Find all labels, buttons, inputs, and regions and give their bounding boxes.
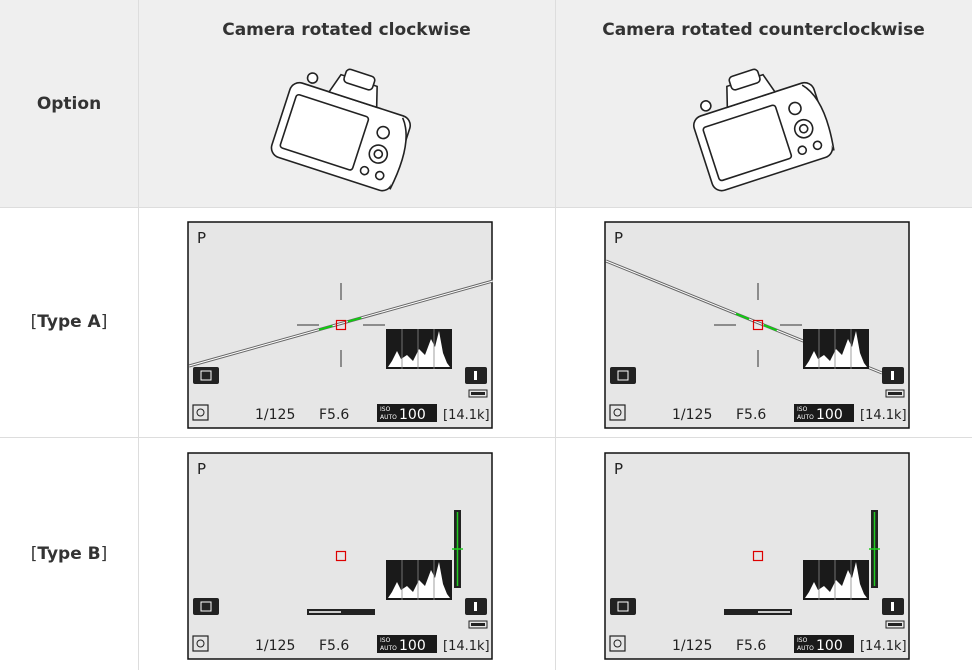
battery-level xyxy=(471,392,485,395)
camera-illustration xyxy=(692,68,835,192)
focus-point xyxy=(335,319,347,331)
histogram-curve xyxy=(388,562,450,598)
i-glyph xyxy=(891,602,894,611)
option-label: [Type A] xyxy=(0,207,138,437)
battery xyxy=(468,620,488,629)
bracket: ] xyxy=(100,543,108,564)
i-glyph xyxy=(474,371,477,380)
battery-level xyxy=(471,623,485,626)
battery xyxy=(885,620,905,629)
iso-bottom: AUTO xyxy=(380,645,397,652)
histogram-curve xyxy=(805,562,867,598)
mode: P xyxy=(197,229,206,247)
metering-icon xyxy=(609,635,626,652)
iso-top: ISO xyxy=(797,406,808,413)
focus-point xyxy=(752,319,764,331)
remaining-shots: [14.1k] xyxy=(860,408,907,423)
battery xyxy=(885,389,905,398)
iso-top: ISO xyxy=(797,637,808,644)
horizon-center xyxy=(735,312,781,333)
screen-bg xyxy=(604,221,910,429)
histogram-curve xyxy=(388,331,450,367)
touch-shoot-icon xyxy=(610,598,636,615)
shutter-speed: 1/125 xyxy=(255,407,295,423)
row-divider xyxy=(0,207,972,208)
bracket: [ xyxy=(30,312,38,332)
battery xyxy=(468,389,488,398)
i-glyph xyxy=(891,371,894,380)
screen-bg xyxy=(604,452,910,660)
column-header: Camera rotated counterclockwise xyxy=(602,20,925,40)
iso-bottom: AUTO xyxy=(797,645,814,652)
metering-glyph xyxy=(613,639,622,648)
metering-icon xyxy=(192,404,209,421)
bracket: [ xyxy=(30,543,38,564)
iso-bottom: AUTO xyxy=(797,414,814,421)
column-header: Camera rotated clockwise xyxy=(222,20,471,40)
touch-shoot-icon xyxy=(610,367,636,384)
horizontal-gauge-fill xyxy=(309,611,341,613)
metering-glyph xyxy=(196,639,205,648)
camera-illustration xyxy=(270,68,412,192)
touch-shoot-icon xyxy=(193,367,219,384)
column-divider xyxy=(555,0,556,670)
metering-glyph xyxy=(196,408,205,417)
touch-shoot-icon xyxy=(193,598,219,615)
i-glyph xyxy=(474,602,477,611)
shutter-speed: 1/125 xyxy=(255,638,295,654)
mode: P xyxy=(614,460,623,478)
focus-point xyxy=(335,550,347,562)
option-name: Type A xyxy=(37,312,101,332)
metering-icon xyxy=(609,404,626,421)
iso-top: ISO xyxy=(380,406,391,413)
screen-bg xyxy=(187,452,493,660)
iso-box xyxy=(377,404,437,422)
remaining-shots: [14.1k] xyxy=(443,408,490,423)
iso-box xyxy=(794,635,854,653)
iso-value: 100 xyxy=(399,407,426,423)
touch-shoot-glyph xyxy=(200,370,212,381)
mode: P xyxy=(197,460,206,478)
aperture: F5.6 xyxy=(736,407,766,423)
touch-shoot-glyph xyxy=(617,370,629,381)
histogram-curve xyxy=(805,331,867,367)
column-divider xyxy=(138,0,139,670)
touch-shoot-glyph xyxy=(617,601,629,612)
iso-value: 100 xyxy=(816,638,843,654)
aperture: F5.6 xyxy=(319,407,349,423)
option-label: [Type B] xyxy=(0,437,138,670)
row-divider xyxy=(0,437,972,438)
battery-level xyxy=(888,623,902,626)
horizon-center xyxy=(318,316,364,331)
remaining-shots: [14.1k] xyxy=(860,639,907,654)
metering-icon xyxy=(192,635,209,652)
iso-value: 100 xyxy=(816,407,843,423)
iso-box xyxy=(377,635,437,653)
battery-level xyxy=(888,392,902,395)
focus-point xyxy=(752,550,764,562)
aperture: F5.6 xyxy=(736,638,766,654)
option-header: Option xyxy=(36,93,102,114)
metering-glyph xyxy=(613,408,622,417)
iso-value: 100 xyxy=(399,638,426,654)
option-name: Type B xyxy=(37,543,101,564)
mode: P xyxy=(614,229,623,247)
touch-shoot-glyph xyxy=(200,601,212,612)
iso-bottom: AUTO xyxy=(380,414,397,421)
iso-top: ISO xyxy=(380,637,391,644)
horizon xyxy=(188,280,493,367)
iso-box xyxy=(794,404,854,422)
shutter-speed: 1/125 xyxy=(672,407,712,423)
aperture: F5.6 xyxy=(319,638,349,654)
horizontal-gauge-fill xyxy=(758,611,790,613)
bracket: ] xyxy=(100,312,108,332)
shutter-speed: 1/125 xyxy=(672,638,712,654)
remaining-shots: [14.1k] xyxy=(443,639,490,654)
